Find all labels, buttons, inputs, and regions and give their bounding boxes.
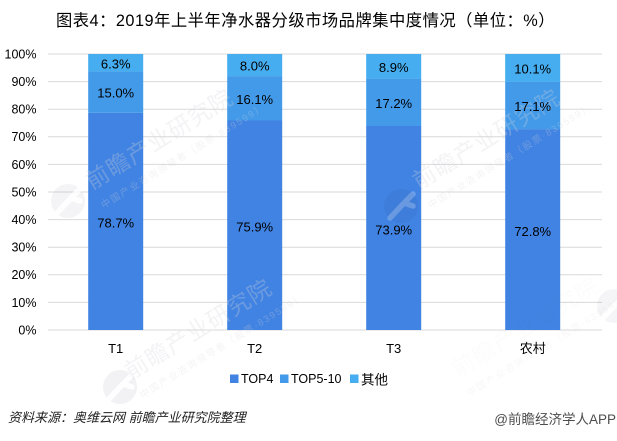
- svg-text:8.0%: 8.0%: [240, 59, 270, 74]
- svg-text:10%: 10%: [11, 296, 36, 310]
- svg-text:农村: 农村: [520, 341, 546, 356]
- svg-text:8.9%: 8.9%: [379, 60, 409, 75]
- svg-text:@前瞻经济学人APP: @前瞻经济学人APP: [494, 411, 616, 427]
- svg-text:TOP4: TOP4: [241, 372, 273, 386]
- svg-text:17.2%: 17.2%: [375, 96, 412, 111]
- svg-text:72.8%: 72.8%: [514, 224, 551, 239]
- svg-text:10.1%: 10.1%: [514, 62, 551, 77]
- svg-text:40%: 40%: [11, 213, 36, 227]
- svg-text:图表4：2019年上半年净水器分级市场品牌集中度情况（单位：: 图表4：2019年上半年净水器分级市场品牌集中度情况（单位：%）: [56, 12, 555, 30]
- svg-text:78.7%: 78.7%: [97, 216, 134, 231]
- svg-text:17.1%: 17.1%: [514, 99, 551, 114]
- svg-text:6.3%: 6.3%: [101, 57, 131, 72]
- svg-text:30%: 30%: [11, 241, 36, 255]
- svg-text:73.9%: 73.9%: [375, 222, 412, 237]
- svg-text:T3: T3: [386, 341, 401, 356]
- svg-text:20%: 20%: [11, 268, 36, 282]
- svg-text:TOP5-10: TOP5-10: [291, 372, 342, 386]
- svg-text:75.9%: 75.9%: [236, 219, 273, 234]
- svg-text:90%: 90%: [11, 75, 36, 89]
- svg-text:0%: 0%: [18, 323, 36, 337]
- svg-text:16.1%: 16.1%: [236, 92, 273, 107]
- svg-text:15.0%: 15.0%: [97, 86, 134, 101]
- svg-text:T2: T2: [247, 341, 262, 356]
- svg-text:60%: 60%: [11, 158, 36, 172]
- svg-text:其他: 其他: [361, 373, 388, 388]
- svg-text:100%: 100%: [5, 47, 37, 61]
- svg-text:T1: T1: [108, 341, 123, 356]
- svg-text:70%: 70%: [11, 130, 36, 144]
- svg-text:80%: 80%: [11, 103, 36, 117]
- svg-text:资料来源：奥维云网 前瞻产业研究院整理: 资料来源：奥维云网 前瞻产业研究院整理: [8, 410, 248, 425]
- svg-text:50%: 50%: [11, 185, 36, 199]
